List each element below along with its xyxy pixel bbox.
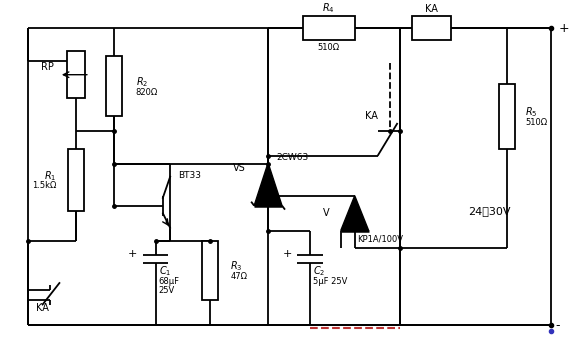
Text: 24～30V: 24～30V bbox=[468, 206, 511, 216]
Text: 510Ω: 510Ω bbox=[318, 43, 340, 52]
Text: KA: KA bbox=[425, 4, 438, 14]
Bar bbox=[202, 241, 218, 300]
Text: RP: RP bbox=[41, 62, 54, 72]
Text: $R_2$: $R_2$ bbox=[136, 75, 148, 89]
Bar bbox=[499, 84, 515, 149]
Text: 5μF 25V: 5μF 25V bbox=[313, 277, 347, 286]
Text: KP1A/100V: KP1A/100V bbox=[357, 234, 403, 243]
Text: VS: VS bbox=[233, 163, 246, 173]
Text: +: + bbox=[282, 250, 292, 260]
Text: -: - bbox=[556, 319, 560, 332]
Text: +: + bbox=[128, 250, 138, 260]
Text: 1.5kΩ: 1.5kΩ bbox=[32, 181, 56, 190]
Text: $R_4$: $R_4$ bbox=[323, 1, 335, 15]
Text: V: V bbox=[323, 208, 330, 218]
Text: $C_1$: $C_1$ bbox=[159, 265, 171, 278]
Text: $R_5$: $R_5$ bbox=[525, 106, 537, 120]
Text: 25V: 25V bbox=[159, 286, 175, 295]
Bar bbox=[67, 51, 85, 98]
Text: KA: KA bbox=[36, 303, 49, 313]
Text: BT33: BT33 bbox=[178, 171, 202, 180]
Bar bbox=[68, 149, 84, 211]
Bar bbox=[413, 17, 452, 40]
Bar bbox=[303, 17, 355, 40]
Polygon shape bbox=[254, 163, 282, 206]
Text: 68μF: 68μF bbox=[159, 277, 179, 286]
Text: $R_3$: $R_3$ bbox=[230, 260, 243, 273]
Text: KA: KA bbox=[365, 111, 378, 121]
Text: 510Ω: 510Ω bbox=[525, 118, 547, 127]
Polygon shape bbox=[341, 196, 368, 230]
Bar bbox=[106, 56, 121, 116]
Text: +: + bbox=[559, 22, 570, 35]
Text: $R_1$: $R_1$ bbox=[44, 169, 56, 183]
Text: $C_2$: $C_2$ bbox=[313, 265, 325, 278]
Text: 47Ω: 47Ω bbox=[230, 272, 247, 281]
Text: 2CW63: 2CW63 bbox=[276, 153, 308, 162]
Text: 820Ω: 820Ω bbox=[136, 88, 158, 97]
